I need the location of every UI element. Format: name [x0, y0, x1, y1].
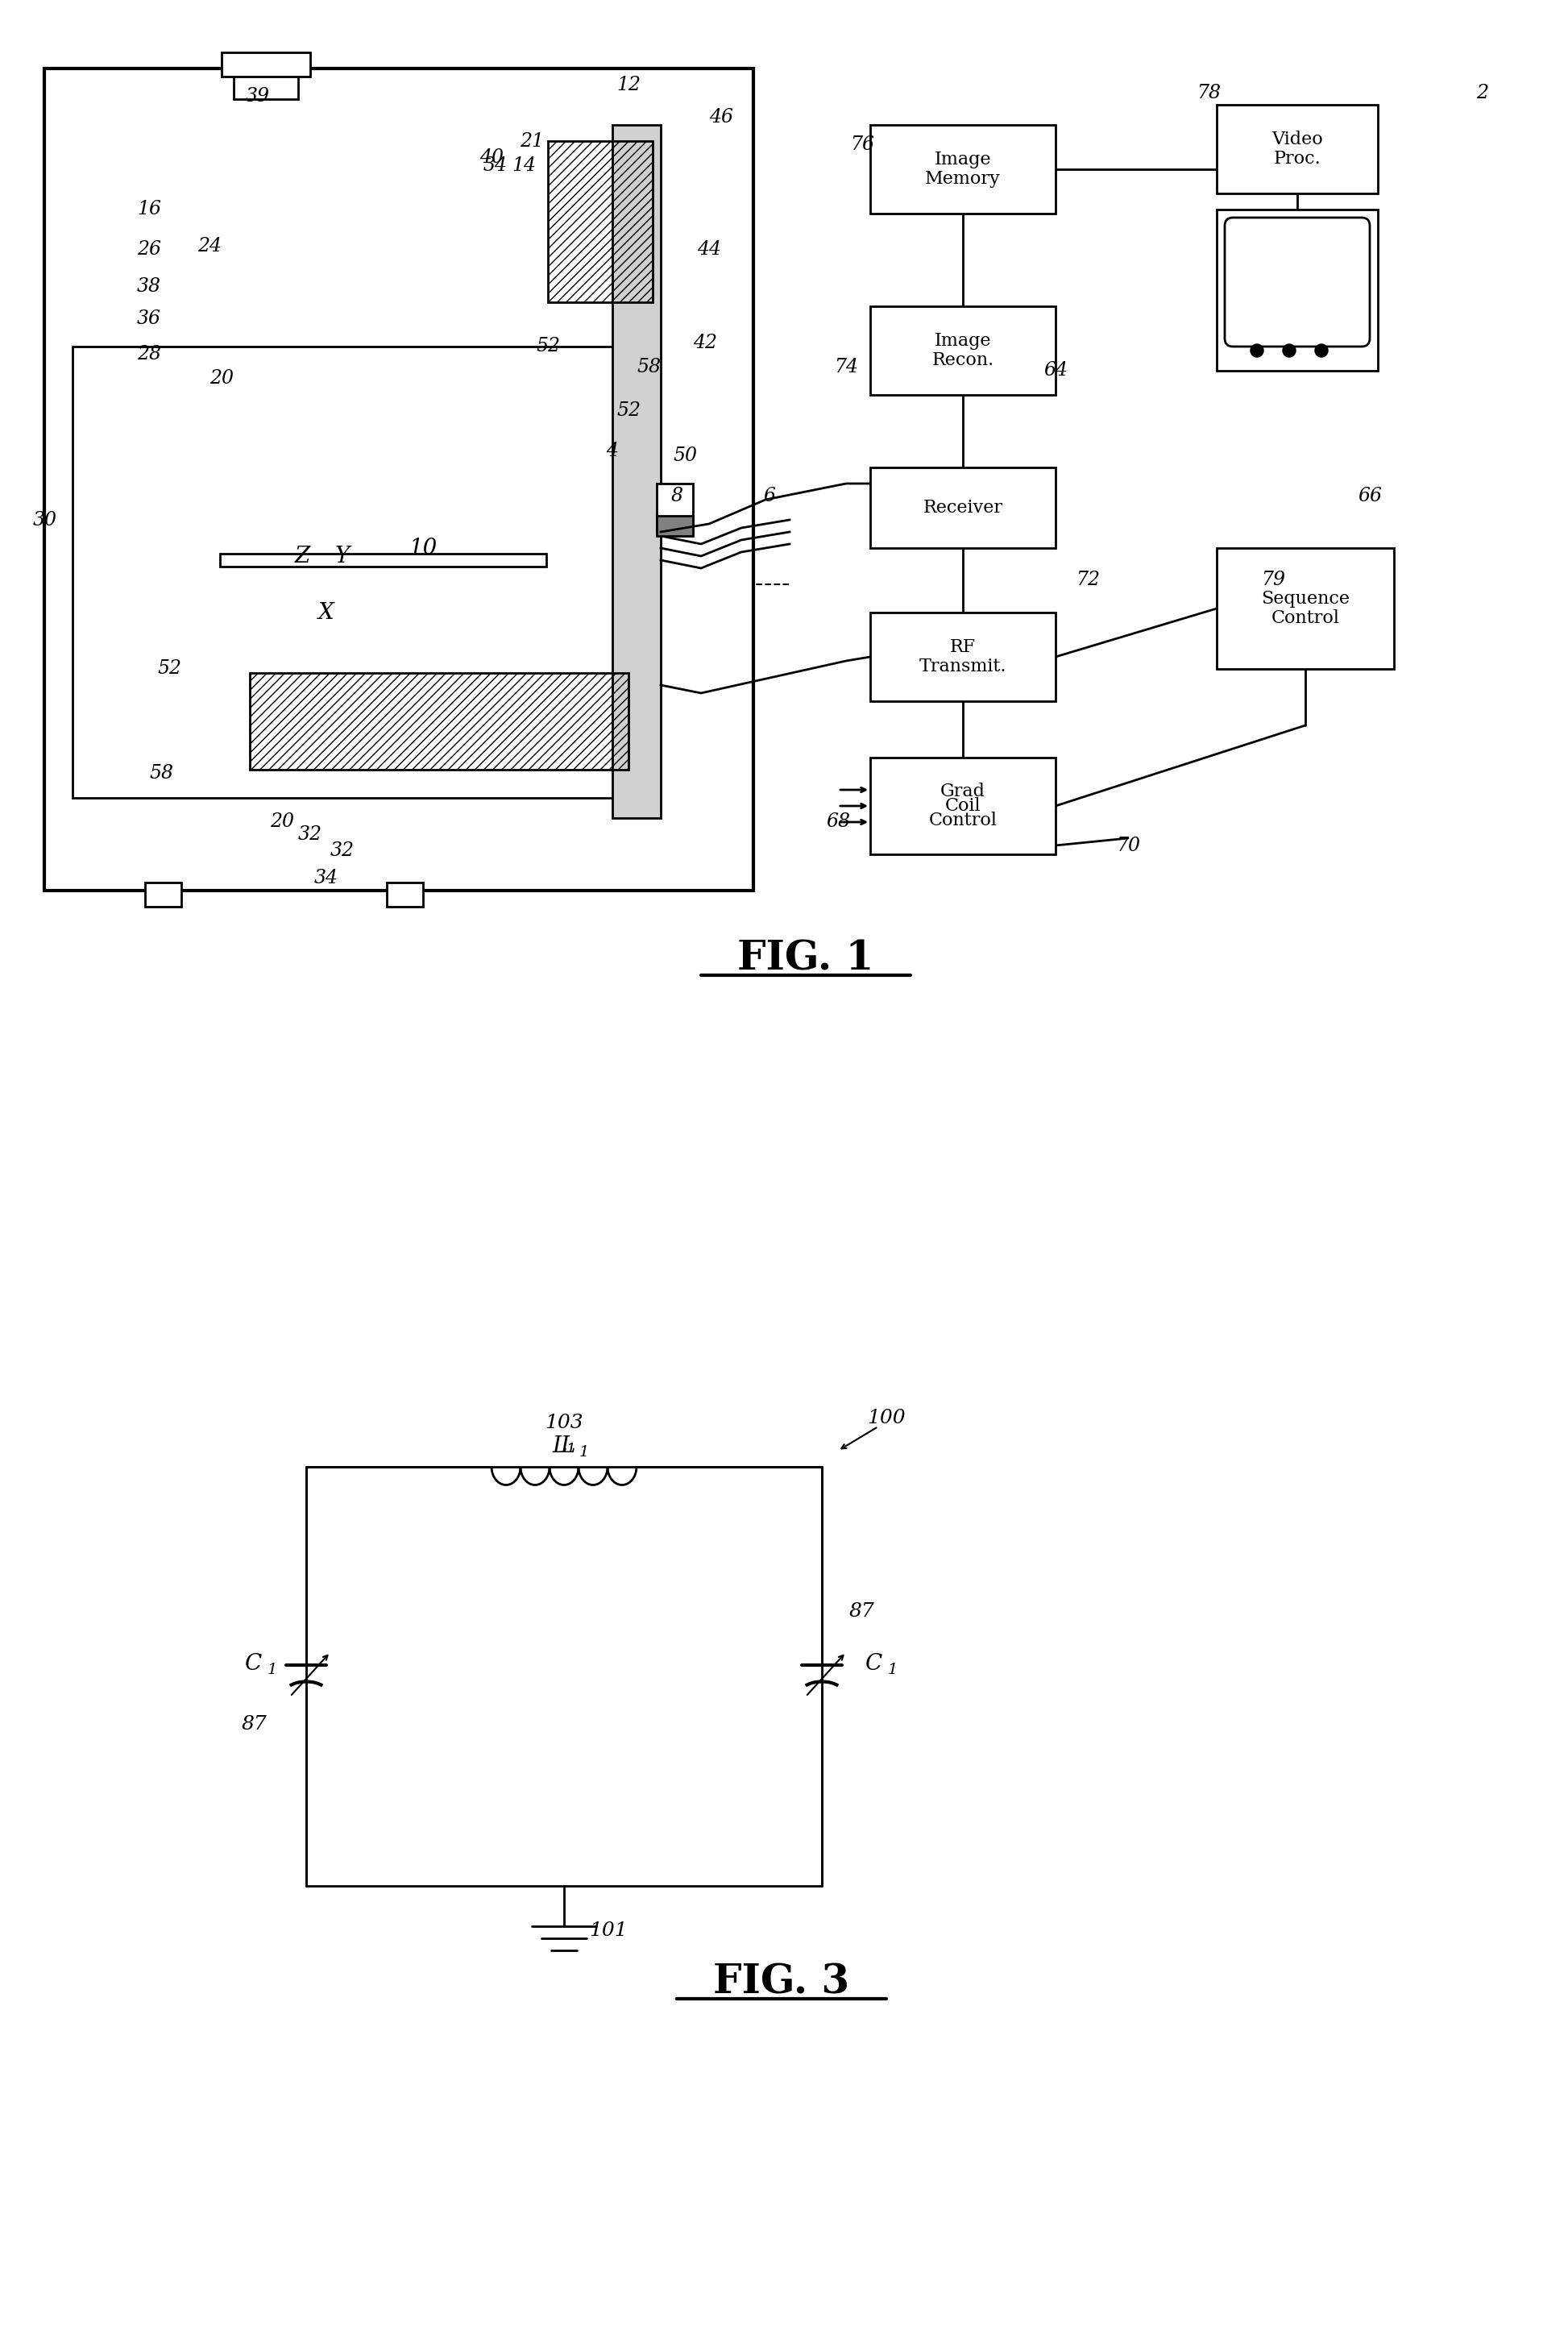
Text: 24: 24: [198, 238, 221, 254]
Text: Z: Z: [295, 545, 310, 566]
Text: Control: Control: [928, 811, 997, 829]
Text: 58: 58: [637, 356, 660, 375]
Text: 100: 100: [867, 1410, 905, 1428]
Text: 66: 66: [1358, 487, 1381, 506]
Text: 72: 72: [1076, 571, 1099, 589]
Text: 42: 42: [693, 333, 717, 352]
Circle shape: [1283, 345, 1295, 356]
Text: 101: 101: [590, 1920, 627, 1939]
Text: 58: 58: [149, 764, 172, 783]
Bar: [870, 757, 1055, 855]
Text: 52: 52: [157, 659, 182, 678]
Text: 2: 2: [1477, 84, 1488, 103]
Text: 64: 64: [1043, 361, 1068, 380]
Text: 70: 70: [1116, 836, 1140, 855]
Text: 76: 76: [850, 135, 875, 154]
Text: Transmit.: Transmit.: [919, 657, 1007, 676]
Text: 10: 10: [409, 538, 437, 559]
Bar: [387, 883, 423, 906]
Text: 1: 1: [887, 1664, 898, 1678]
Bar: [220, 555, 546, 566]
Text: 1: 1: [268, 1664, 278, 1678]
Text: 44: 44: [698, 240, 721, 259]
Bar: [657, 515, 693, 536]
Text: 30: 30: [33, 510, 56, 529]
Text: 78: 78: [1196, 84, 1221, 103]
Text: 52: 52: [616, 401, 641, 419]
Text: 74: 74: [834, 356, 858, 375]
Text: 87: 87: [850, 1603, 875, 1622]
Circle shape: [1251, 345, 1264, 356]
Text: 16: 16: [136, 200, 162, 219]
Text: Receiver: Receiver: [924, 499, 1004, 517]
Text: 8: 8: [671, 487, 684, 506]
Bar: [234, 70, 298, 100]
Bar: [613, 126, 660, 818]
Bar: [1217, 105, 1378, 193]
Text: 38: 38: [136, 277, 162, 296]
Text: 20: 20: [270, 813, 295, 832]
Text: 28: 28: [136, 345, 162, 363]
Text: 103: 103: [544, 1414, 583, 1431]
Bar: [547, 142, 652, 303]
Text: L: L: [561, 1435, 575, 1459]
Text: Control: Control: [1272, 610, 1339, 627]
Text: 20: 20: [210, 370, 234, 389]
Text: X: X: [318, 601, 334, 624]
Text: 87: 87: [241, 1715, 267, 1734]
Ellipse shape: [198, 410, 568, 734]
Text: 12: 12: [616, 75, 641, 93]
Text: Grad: Grad: [941, 783, 985, 799]
Bar: [870, 305, 1055, 394]
Text: 14: 14: [511, 156, 536, 175]
Text: 6: 6: [764, 487, 776, 506]
Text: Coil: Coil: [946, 797, 982, 816]
Bar: [657, 485, 693, 531]
Bar: [1217, 548, 1394, 669]
Text: C: C: [866, 1654, 883, 1675]
Bar: [221, 51, 310, 77]
Text: Memory: Memory: [925, 170, 1000, 189]
Text: FIG. 3: FIG. 3: [713, 1962, 850, 2001]
Text: FIG. 1: FIG. 1: [737, 939, 873, 979]
Text: 21: 21: [519, 133, 544, 151]
Text: 32: 32: [331, 841, 354, 860]
Text: Y: Y: [336, 545, 350, 566]
Text: RF: RF: [950, 638, 975, 657]
Bar: [44, 68, 753, 890]
Text: 34: 34: [314, 869, 339, 888]
Text: 40: 40: [480, 147, 503, 165]
Text: 34: 34: [483, 156, 508, 175]
Bar: [144, 883, 182, 906]
Bar: [249, 673, 629, 769]
Text: Image: Image: [935, 333, 991, 350]
FancyBboxPatch shape: [1225, 217, 1370, 347]
Circle shape: [1316, 345, 1328, 356]
Text: Image: Image: [935, 151, 991, 168]
Text: 68: 68: [826, 813, 850, 832]
Text: 36: 36: [136, 310, 162, 329]
Text: 46: 46: [709, 107, 734, 126]
Text: Proc.: Proc.: [1273, 149, 1320, 168]
Bar: [870, 126, 1055, 214]
Text: C: C: [245, 1654, 262, 1675]
Bar: [870, 468, 1055, 548]
Text: L₁: L₁: [552, 1435, 575, 1459]
Text: 39: 39: [246, 89, 270, 105]
Text: Recon.: Recon.: [931, 352, 994, 368]
Text: Video: Video: [1272, 130, 1323, 149]
Text: 1: 1: [579, 1445, 590, 1459]
Text: Sequence: Sequence: [1261, 589, 1350, 608]
Text: 4: 4: [607, 443, 618, 461]
Bar: [72, 347, 637, 797]
Text: 26: 26: [136, 240, 162, 259]
Text: 32: 32: [298, 825, 323, 843]
Bar: [870, 613, 1055, 701]
Bar: [1217, 210, 1378, 370]
Text: 50: 50: [673, 445, 698, 464]
Text: 52: 52: [536, 338, 560, 356]
Text: 79: 79: [1261, 571, 1286, 589]
Ellipse shape: [165, 382, 601, 762]
